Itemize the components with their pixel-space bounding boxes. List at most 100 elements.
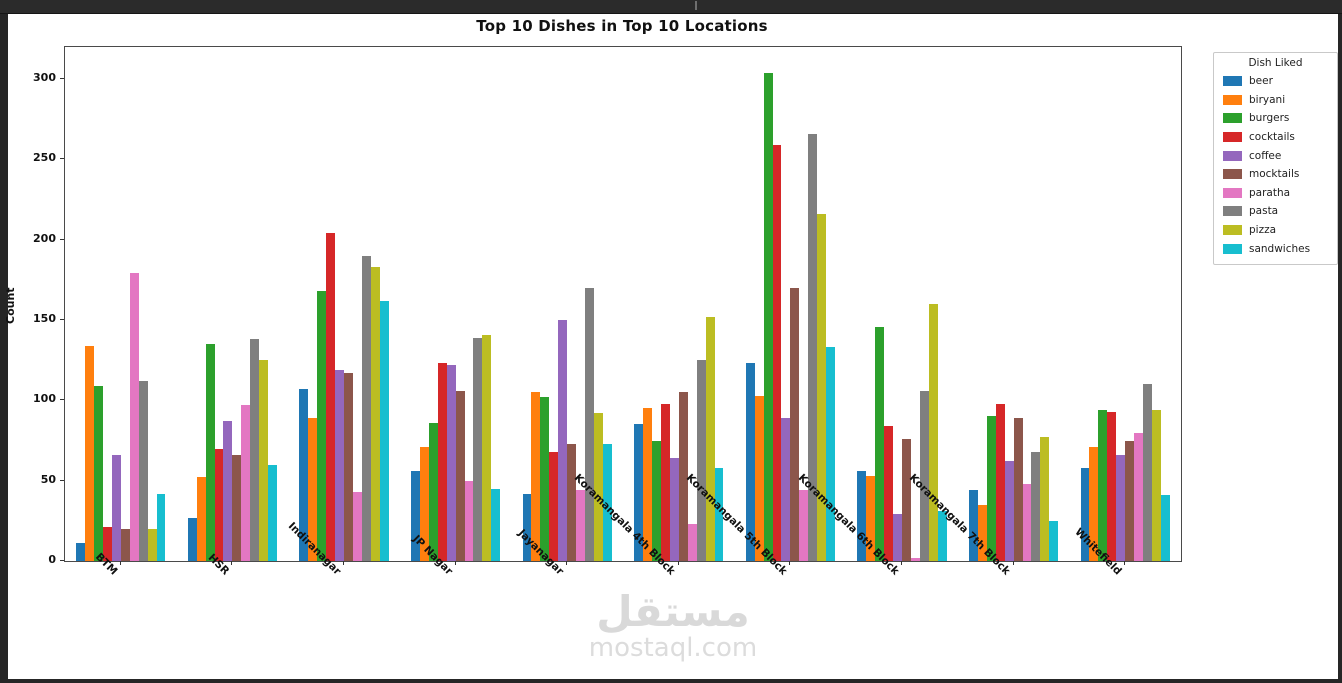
x-tick-mark — [1012, 561, 1014, 565]
legend-swatch-sandwiches — [1223, 243, 1242, 254]
bar-paratha-jayanagar — [576, 490, 586, 561]
bar-pizza-koramangala-6th-block — [928, 304, 938, 561]
bar-cocktails-hsr — [214, 448, 224, 561]
bar-pasta-hsr — [250, 339, 260, 561]
bar-paratha-koramangala-5th-block — [799, 490, 809, 561]
bar-paratha-hsr — [241, 405, 251, 561]
legend-item-paratha: paratha — [1214, 184, 1337, 203]
bar-biryani-whitefield — [1089, 446, 1099, 561]
bar-burgers-koramangala-5th-block — [763, 72, 773, 561]
bar-sandwiches-koramangala-7th-block — [1049, 520, 1059, 561]
legend-item-coffee: coffee — [1214, 146, 1337, 165]
bar-pasta-koramangala-6th-block — [919, 390, 929, 561]
legend-label-beer: beer — [1249, 75, 1273, 88]
bar-burgers-jp-nagar — [428, 422, 438, 561]
bar-paratha-koramangala-4th-block — [687, 524, 697, 561]
bar-mocktails-btm — [120, 528, 130, 561]
bar-sandwiches-koramangala-5th-block — [826, 347, 836, 561]
x-tick-mark — [119, 561, 121, 565]
bar-burgers-whitefield — [1098, 410, 1108, 561]
x-tick-mark — [789, 561, 791, 565]
bar-mocktails-koramangala-5th-block — [790, 287, 800, 561]
bar-mocktails-hsr — [232, 455, 242, 561]
bar-coffee-koramangala-7th-block — [1004, 461, 1014, 561]
bar-coffee-btm — [111, 455, 121, 561]
bar-beer-indiranagar — [299, 389, 309, 561]
bar-paratha-btm — [129, 273, 139, 561]
bar-mocktails-whitefield — [1125, 440, 1135, 561]
y-tick-mark — [60, 319, 64, 321]
legend-swatch-biryani — [1223, 94, 1242, 105]
bar-pizza-jayanagar — [593, 413, 603, 561]
bar-biryani-koramangala-6th-block — [866, 475, 876, 561]
legend-item-pizza: pizza — [1214, 221, 1337, 240]
bar-biryani-jp-nagar — [419, 446, 429, 561]
legend-label-sandwiches: sandwiches — [1249, 242, 1311, 255]
bar-paratha-koramangala-6th-block — [910, 557, 920, 561]
watermark-latin-text: mostaql.com — [588, 633, 758, 664]
bar-sandwiches-whitefield — [1160, 495, 1170, 561]
bar-pasta-jayanagar — [585, 287, 594, 561]
bar-sandwiches-jp-nagar — [491, 488, 501, 561]
y-tick-mark — [60, 238, 64, 240]
watermark: مستقل mostaql.com — [548, 588, 798, 664]
bar-burgers-koramangala-6th-block — [875, 326, 885, 561]
bar-pasta-koramangala-7th-block — [1031, 451, 1041, 561]
legend-label-biryani: biryani — [1249, 93, 1286, 106]
bar-beer-jayanagar — [522, 493, 532, 561]
legend-label-mocktails: mocktails — [1249, 168, 1300, 181]
plot-area — [64, 46, 1182, 562]
figure-canvas: Top 10 Dishes in Top 10 Locations Count … — [4, 14, 1338, 679]
bar-coffee-koramangala-4th-block — [669, 458, 679, 561]
legend-swatch-pizza — [1223, 225, 1242, 236]
x-tick-mark — [454, 561, 456, 565]
y-tick-label-250: 250 — [33, 151, 56, 165]
bar-beer-koramangala-7th-block — [968, 490, 978, 561]
bar-burgers-koramangala-7th-block — [986, 416, 996, 561]
bar-paratha-jp-nagar — [464, 480, 474, 561]
legend-title: Dish Liked — [1248, 57, 1303, 69]
bar-biryani-hsr — [196, 477, 206, 561]
y-tick-mark — [60, 479, 64, 481]
bar-mocktails-jayanagar — [567, 443, 577, 561]
bar-cocktails-jayanagar — [549, 451, 559, 561]
bar-paratha-whitefield — [1134, 432, 1144, 561]
legend-label-cocktails: cocktails — [1249, 131, 1295, 144]
bar-beer-hsr — [187, 517, 197, 561]
bar-beer-koramangala-5th-block — [745, 363, 755, 561]
bar-cocktails-koramangala-4th-block — [660, 403, 670, 561]
legend-label-paratha: paratha — [1249, 186, 1291, 199]
y-tick-label-50: 50 — [40, 472, 56, 486]
y-tick-mark — [60, 560, 64, 561]
bar-coffee-koramangala-5th-block — [781, 418, 791, 561]
bar-beer-btm — [76, 543, 86, 561]
window-top-bar — [0, 0, 1342, 14]
bar-sandwiches-jayanagar — [602, 443, 612, 561]
legend-items: beer biryani burgers cocktails coffee mocktai… — [1214, 72, 1337, 258]
bar-pasta-koramangala-5th-block — [808, 133, 818, 561]
window-tab-divider — [695, 1, 697, 10]
bar-beer-koramangala-6th-block — [857, 471, 867, 561]
legend-swatch-beer — [1223, 76, 1242, 87]
bar-paratha-koramangala-7th-block — [1022, 483, 1032, 561]
bar-biryani-jayanagar — [531, 392, 541, 561]
bar-sandwiches-koramangala-4th-block — [714, 467, 724, 561]
bar-sandwiches-btm — [156, 493, 166, 561]
bar-beer-whitefield — [1080, 467, 1090, 561]
y-tick-label-300: 300 — [33, 71, 56, 85]
legend-swatch-coffee — [1223, 150, 1242, 161]
y-tick-label-150: 150 — [33, 312, 56, 326]
bar-mocktails-jp-nagar — [455, 390, 465, 561]
bar-paratha-indiranagar — [352, 491, 362, 561]
bar-cocktails-indiranagar — [326, 233, 336, 561]
y-tick-mark — [60, 158, 64, 160]
bar-cocktails-koramangala-6th-block — [884, 426, 894, 561]
legend-swatch-paratha — [1223, 187, 1242, 198]
legend-swatch-burgers — [1223, 113, 1242, 124]
bar-biryani-btm — [85, 345, 94, 561]
bar-mocktails-koramangala-6th-block — [902, 438, 911, 561]
bar-coffee-hsr — [223, 421, 233, 561]
legend-label-pizza: pizza — [1249, 224, 1277, 237]
bar-coffee-koramangala-6th-block — [893, 514, 902, 561]
bar-mocktails-koramangala-4th-block — [678, 392, 688, 561]
